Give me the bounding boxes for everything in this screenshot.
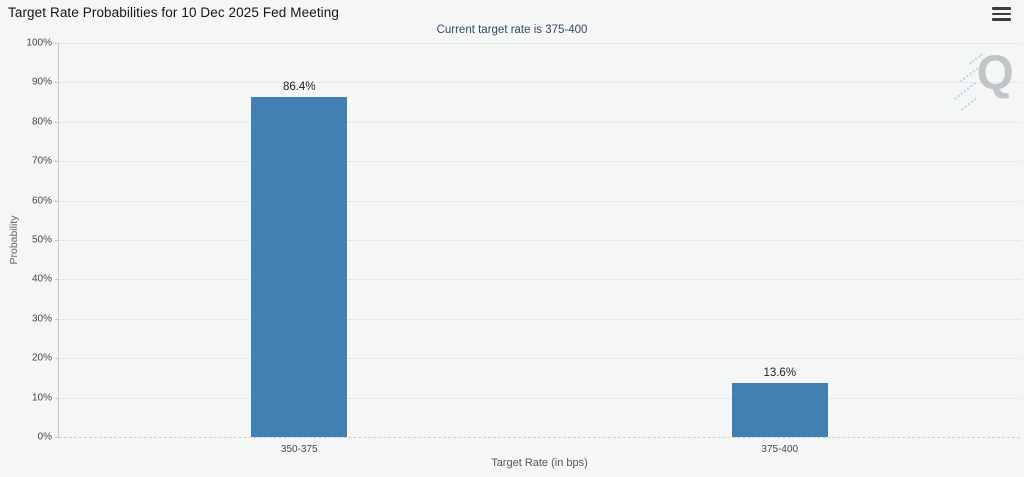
y-tick-label: 70% — [31, 155, 52, 167]
y-axis-title: Probability — [8, 215, 20, 265]
y-tick-mark — [55, 240, 59, 241]
hamburger-menu-icon[interactable] — [991, 5, 1013, 23]
chart-subtitle: Current target rate is 375-400 — [436, 24, 588, 36]
bar-value-label: 13.6% — [763, 367, 797, 380]
gridline — [59, 240, 1020, 241]
y-tick-label: 30% — [31, 313, 52, 325]
y-tick-mark — [55, 358, 59, 360]
y-tick-mark — [55, 318, 59, 320]
hamburger-bar — [992, 7, 1011, 10]
gridline — [59, 397, 1020, 399]
y-tick-label: 40% — [31, 273, 52, 285]
hamburger-bar — [992, 18, 1011, 21]
y-tick-mark — [55, 161, 59, 163]
y-tick-mark — [55, 397, 59, 399]
gridline — [59, 161, 1020, 163]
y-tick-label: 90% — [31, 76, 52, 88]
y-tick-mark — [55, 121, 59, 123]
gridline — [59, 437, 1020, 438]
y-tick-label: 100% — [26, 37, 52, 49]
x-tick-label: 350-375 — [280, 444, 318, 455]
y-tick-label: 10% — [31, 392, 52, 404]
y-tick-mark — [55, 43, 59, 44]
gridline — [59, 358, 1020, 360]
chart-title: Target Rate Probabilities for 10 Dec 202… — [8, 5, 339, 20]
hamburger-bar — [992, 12, 1011, 16]
y-tick-mark — [55, 200, 59, 202]
bar-value-label: 86.4% — [282, 80, 316, 93]
y-tick-mark — [55, 279, 59, 281]
gridline — [59, 279, 1020, 281]
y-tick-label: 0% — [37, 431, 52, 443]
y-tick-label: 80% — [31, 116, 52, 128]
gridline — [59, 200, 1020, 202]
y-tick-label: 50% — [31, 234, 52, 246]
y-tick-label: 60% — [31, 195, 52, 207]
bar-350-375[interactable] — [251, 96, 348, 437]
x-axis-title: Target Rate (in bps) — [491, 457, 588, 469]
y-tick-mark — [55, 437, 59, 438]
y-tick-label: 20% — [31, 352, 52, 364]
gridline — [59, 121, 1020, 123]
gridline — [59, 43, 1020, 44]
y-tick-mark — [55, 82, 59, 84]
plot-area: Target Rate (in bps) 0% 10% 20% 30% 40% 50% 60… — [26, 38, 1020, 469]
gridline — [59, 318, 1020, 320]
gridline — [59, 82, 1020, 84]
x-tick-label: 375-400 — [761, 444, 799, 455]
bar-375-400[interactable] — [731, 383, 828, 437]
